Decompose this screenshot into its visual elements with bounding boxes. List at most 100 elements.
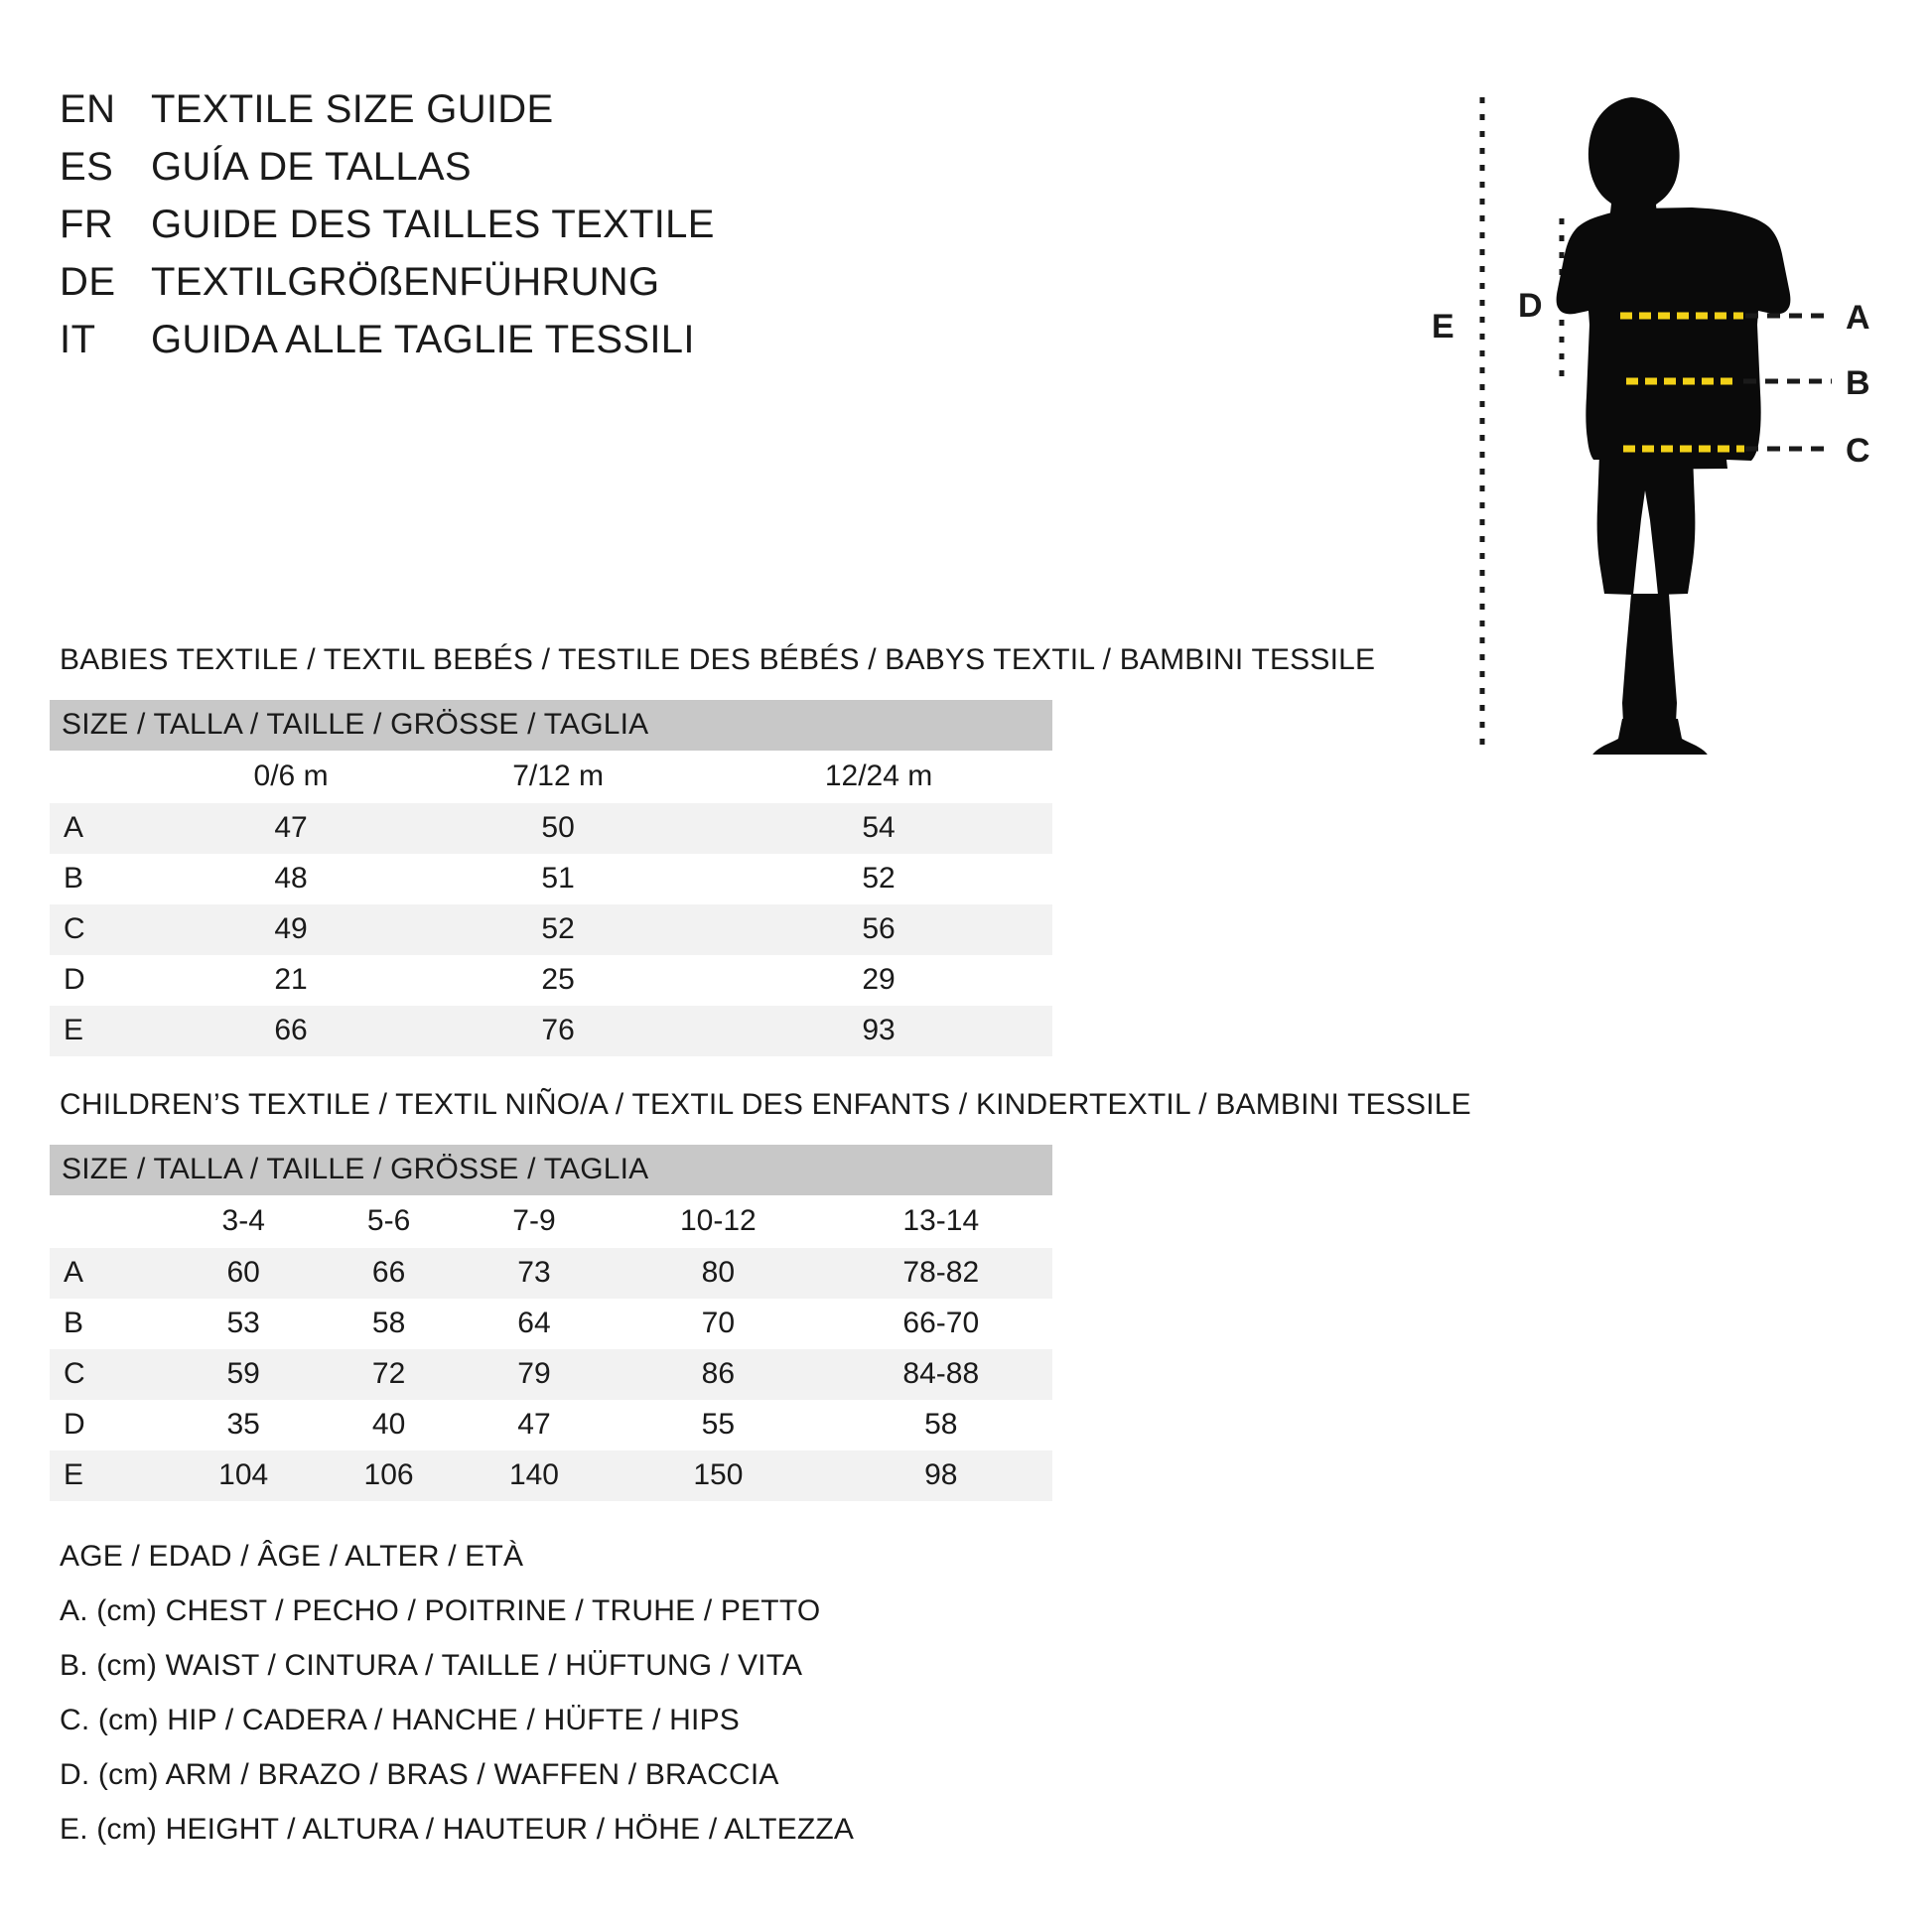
children-cell: 59 <box>171 1349 317 1400</box>
language-row-fr: FR GUIDE DES TAILLES TEXTILE <box>60 203 1152 260</box>
children-cell: 55 <box>607 1400 830 1450</box>
table-row: B 48 51 52 <box>50 854 1052 904</box>
children-cell: 79 <box>461 1349 608 1400</box>
language-title-block: EN TEXTILE SIZE GUIDE ES GUÍA DE TALLAS … <box>60 87 1152 375</box>
children-column-header: 13-14 <box>829 1195 1052 1248</box>
children-band-header-row: SIZE / TALLA / TAILLE / GRÖSSE / TAGLIA <box>50 1145 1052 1195</box>
babies-cell: 93 <box>705 1006 1052 1056</box>
babies-cell: 52 <box>411 904 706 955</box>
table-row: E 66 76 93 <box>50 1006 1052 1056</box>
babies-cell: 51 <box>411 854 706 904</box>
children-cell: 78-82 <box>829 1248 1052 1299</box>
language-row-it: IT GUIDA ALLE TAGLIE TESSILI <box>60 318 1152 375</box>
marker-label-d: D <box>1518 287 1543 325</box>
children-column-header: 10-12 <box>607 1195 830 1248</box>
babies-cell: 49 <box>171 904 412 955</box>
children-cell: 60 <box>171 1248 317 1299</box>
table-row: C 49 52 56 <box>50 904 1052 955</box>
language-row-en: EN TEXTILE SIZE GUIDE <box>60 87 1152 145</box>
legend-row-arm: D. (cm) ARM / BRAZO / BRAS / WAFFEN / BR… <box>60 1758 779 1791</box>
language-row-es: ES GUÍA DE TALLAS <box>60 145 1152 203</box>
children-column-header: 3-4 <box>171 1195 317 1248</box>
babies-row-label: B <box>50 854 171 904</box>
children-cell: 47 <box>461 1400 608 1450</box>
babies-cell: 54 <box>705 803 1052 854</box>
marker-label-a: A <box>1846 299 1870 337</box>
marker-label-c: C <box>1846 432 1870 470</box>
babies-row-label: A <box>50 803 171 854</box>
table-row: D 35 40 47 55 58 <box>50 1400 1052 1450</box>
children-cell: 64 <box>461 1299 608 1349</box>
measurement-legend: AGE / EDAD / ÂGE / ALTER / ETÀ A. (cm) C… <box>60 1529 1152 1857</box>
measurement-figure: A B C D E <box>1390 60 1932 755</box>
babies-cell: 48 <box>171 854 412 904</box>
child-silhouette <box>1556 97 1791 755</box>
children-band-label: SIZE / TALLA / TAILLE / GRÖSSE / TAGLIA <box>50 1145 1052 1195</box>
language-code-de: DE <box>60 260 116 304</box>
language-code-en: EN <box>60 87 116 131</box>
babies-corner-cell <box>50 751 171 803</box>
babies-column-header: 0/6 m <box>171 751 412 803</box>
children-row-label: D <box>50 1400 171 1450</box>
children-cell: 84-88 <box>829 1349 1052 1400</box>
children-cell: 35 <box>171 1400 317 1450</box>
babies-row-label: C <box>50 904 171 955</box>
babies-band-header-row: SIZE / TALLA / TAILLE / GRÖSSE / TAGLIA <box>50 700 1052 751</box>
children-cell: 140 <box>461 1450 608 1501</box>
language-code-fr: FR <box>60 203 114 246</box>
marker-label-e: E <box>1432 308 1454 345</box>
babies-cell: 21 <box>171 955 412 1006</box>
children-row-label: C <box>50 1349 171 1400</box>
babies-row-label: D <box>50 955 171 1006</box>
children-cell: 104 <box>171 1450 317 1501</box>
legend-row-chest: A. (cm) CHEST / PECHO / POITRINE / TRUHE… <box>60 1594 821 1627</box>
children-corner-cell <box>50 1195 171 1248</box>
language-title-fr: GUIDE DES TAILLES TEXTILE <box>151 203 715 246</box>
babies-cell: 47 <box>171 803 412 854</box>
children-size-table: SIZE / TALLA / TAILLE / GRÖSSE / TAGLIA … <box>50 1145 1052 1501</box>
legend-row-age: AGE / EDAD / ÂGE / ALTER / ETÀ <box>60 1540 524 1573</box>
language-title-es: GUÍA DE TALLAS <box>151 145 472 189</box>
children-cell: 58 <box>316 1299 462 1349</box>
babies-column-header-row: 0/6 m 7/12 m 12/24 m <box>50 751 1052 803</box>
children-row-label: E <box>50 1450 171 1501</box>
babies-cell: 66 <box>171 1006 412 1056</box>
language-title-en: TEXTILE SIZE GUIDE <box>151 87 554 131</box>
babies-cell: 50 <box>411 803 706 854</box>
language-code-es: ES <box>60 145 114 189</box>
children-cell: 150 <box>607 1450 830 1501</box>
babies-section-title: BABIES TEXTILE / TEXTIL BEBÉS / TESTILE … <box>60 643 1376 676</box>
children-section-title: CHILDREN’S TEXTILE / TEXTIL NIÑO/A / TEX… <box>60 1088 1471 1121</box>
legend-row-hip: C. (cm) HIP / CADERA / HANCHE / HÜFTE / … <box>60 1704 740 1736</box>
language-title-it: GUIDA ALLE TAGLIE TESSILI <box>151 318 695 361</box>
table-row: B 53 58 64 70 66-70 <box>50 1299 1052 1349</box>
babies-cell: 56 <box>705 904 1052 955</box>
children-row-label: A <box>50 1248 171 1299</box>
children-cell: 73 <box>461 1248 608 1299</box>
babies-cell: 29 <box>705 955 1052 1006</box>
children-cell: 70 <box>607 1299 830 1349</box>
babies-band-label: SIZE / TALLA / TAILLE / GRÖSSE / TAGLIA <box>50 700 1052 751</box>
language-row-de: DE TEXTILGRÖßENFÜHRUNG <box>60 260 1152 318</box>
children-cell: 72 <box>316 1349 462 1400</box>
children-cell: 86 <box>607 1349 830 1400</box>
children-cell: 98 <box>829 1450 1052 1501</box>
babies-row-label: E <box>50 1006 171 1056</box>
children-cell: 66-70 <box>829 1299 1052 1349</box>
children-cell: 58 <box>829 1400 1052 1450</box>
children-cell: 80 <box>607 1248 830 1299</box>
babies-size-table: SIZE / TALLA / TAILLE / GRÖSSE / TAGLIA … <box>50 700 1052 1056</box>
legend-row-waist: B. (cm) WAIST / CINTURA / TAILLE / HÜFTU… <box>60 1649 803 1682</box>
children-cell: 66 <box>316 1248 462 1299</box>
language-title-de: TEXTILGRÖßENFÜHRUNG <box>151 260 660 304</box>
table-row: E 104 106 140 150 98 <box>50 1450 1052 1501</box>
children-column-header: 5-6 <box>316 1195 462 1248</box>
babies-cell: 76 <box>411 1006 706 1056</box>
table-row: C 59 72 79 86 84-88 <box>50 1349 1052 1400</box>
legend-row-height: E. (cm) HEIGHT / ALTURA / HAUTEUR / HÖHE… <box>60 1813 855 1846</box>
table-row: D 21 25 29 <box>50 955 1052 1006</box>
marker-label-b: B <box>1846 364 1870 402</box>
children-column-header-row: 3-4 5-6 7-9 10-12 13-14 <box>50 1195 1052 1248</box>
children-column-header: 7-9 <box>461 1195 608 1248</box>
table-row: A 60 66 73 80 78-82 <box>50 1248 1052 1299</box>
